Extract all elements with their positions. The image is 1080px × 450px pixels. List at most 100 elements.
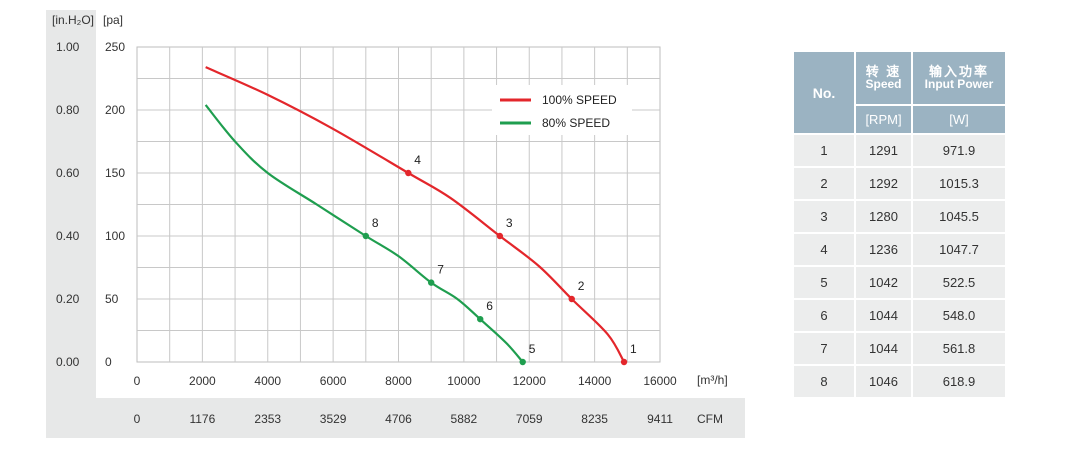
header-speed-zh: 转 速	[865, 64, 902, 79]
performance-table: No. 转 速 Speed 输入功率 Input Power [RPM] [W]…	[794, 52, 1005, 399]
y-tick-pa: 250	[105, 40, 125, 54]
table-row: 2 1292 1015.3	[794, 168, 1005, 201]
legend-label-100: 100% SPEED	[542, 93, 617, 107]
x-tick-cfm: 7059	[516, 412, 543, 426]
operating-point-3	[496, 232, 504, 240]
cell-rpm: 1044	[856, 300, 913, 333]
y-tick-inh2o: 0.80	[56, 103, 80, 117]
unit-inh2o-label: [in.H₂O]	[52, 13, 94, 27]
cell-no: 5	[794, 267, 856, 300]
operating-point-6	[477, 315, 484, 323]
x-tick-m3h: 10000	[447, 374, 481, 388]
header-speed-en: Speed	[865, 77, 902, 91]
cell-rpm: 1280	[856, 201, 913, 234]
y-tick-pa: 150	[105, 166, 125, 180]
operating-points: 1 2 3 4 5 6 7 8	[362, 153, 637, 366]
unit-m3h-label: [m³/h]	[697, 373, 728, 387]
x-tick-cfm: 8235	[581, 412, 608, 426]
cell-power: 1015.3	[913, 168, 1005, 201]
table-header-row: No. 转 速 Speed 输入功率 Input Power	[794, 52, 1005, 135]
x-tick-m3h: 16000	[643, 374, 677, 388]
cell-no: 7	[794, 333, 856, 366]
x-tick-m3h: 6000	[320, 374, 347, 388]
operating-point-1	[620, 358, 628, 366]
y-tick-inh2o: 1.00	[56, 40, 80, 54]
legend-label-80: 80% SPEED	[542, 116, 610, 130]
series-lines	[204, 66, 626, 363]
chart-legend: 100% SPEED 80% SPEED	[492, 85, 632, 135]
x-tick-m3h: 8000	[385, 374, 412, 388]
x-tick-m3h: 12000	[513, 374, 547, 388]
operating-point-5	[519, 358, 526, 366]
unit-cfm-label: CFM	[697, 412, 723, 426]
y-tick-inh2o: 0.60	[56, 166, 80, 180]
table-row: 8 1046 618.9	[794, 366, 1005, 399]
cell-rpm: 1291	[856, 135, 913, 168]
cell-power: 1047.7	[913, 234, 1005, 267]
cell-power: 561.8	[913, 333, 1005, 366]
x-tick-m3h: 0	[134, 374, 141, 388]
table-unit-row: [RPM] [W]	[794, 106, 1005, 135]
fan-curve-chart: 2502001501005001.000.800.600.400.200.00 …	[46, 10, 745, 438]
x-tick-m3h: 4000	[254, 374, 281, 388]
legend-box	[492, 85, 632, 135]
cell-power: 618.9	[913, 366, 1005, 399]
left-axis-panel	[46, 10, 96, 438]
x-tick-cfm: 3529	[320, 412, 347, 426]
cell-rpm: 1044	[856, 333, 913, 366]
operating-point-7	[427, 279, 435, 286]
bottom-axis-panel	[46, 398, 745, 438]
y-tick-pa: 0	[105, 355, 112, 369]
point-label-2: 2	[578, 279, 585, 293]
table-row: 3 1280 1045.5	[794, 201, 1005, 234]
point-label-4: 4	[414, 153, 421, 167]
cell-no: 3	[794, 201, 856, 234]
cell-no: 1	[794, 135, 856, 168]
cell-rpm: 1042	[856, 267, 913, 300]
x-tick-m3h: 2000	[189, 374, 216, 388]
x-tick-cfm: 2353	[254, 412, 281, 426]
unit-w: [W]	[913, 106, 1005, 135]
table-row: 5 1042 522.5	[794, 267, 1005, 300]
cell-power: 548.0	[913, 300, 1005, 333]
cell-no: 8	[794, 366, 856, 399]
cell-power: 1045.5	[913, 201, 1005, 234]
y-tick-pa: 50	[105, 292, 119, 306]
series-line-100-speed	[205, 66, 626, 363]
cell-rpm: 1046	[856, 366, 913, 399]
x-axis-ticks: 0 2000 4000 6000 8000 10000 12000 14000 16000	[134, 374, 677, 388]
point-label-1: 1	[630, 342, 637, 356]
cell-no: 4	[794, 234, 856, 267]
cell-rpm: 1292	[856, 168, 913, 201]
cell-power: 971.9	[913, 135, 1005, 168]
x-tick-cfm: 9411	[647, 412, 673, 426]
cell-power: 522.5	[913, 267, 1005, 300]
x-tick-cfm: 1176	[189, 412, 215, 426]
header-power-zh: 输入功率	[928, 64, 989, 79]
header-no: No.	[794, 52, 856, 135]
x-tick-cfm: 4706	[385, 412, 412, 426]
operating-point-8	[362, 232, 370, 240]
table-row: 1 1291 971.9	[794, 135, 1005, 168]
operating-point-2	[568, 295, 575, 303]
header-speed: 转 速 Speed	[856, 52, 913, 106]
y-tick-inh2o: 0.00	[56, 355, 80, 369]
cfm-axis-ticks: 0 1176 2353 3529 4706 5882 7059 8235 9411	[134, 412, 674, 426]
y-tick-inh2o: 0.40	[56, 229, 80, 243]
table-row: 6 1044 548.0	[794, 300, 1005, 333]
series-line-80-speed	[204, 104, 524, 363]
operating-point-4	[405, 169, 412, 177]
cell-no: 2	[794, 168, 856, 201]
point-label-7: 7	[437, 263, 444, 277]
cell-rpm: 1236	[856, 234, 913, 267]
unit-pa-label: [pa]	[103, 13, 123, 27]
y-tick-inh2o: 0.20	[56, 292, 80, 306]
cell-no: 6	[794, 300, 856, 333]
y-axis-ticks: 250 200 150 100 50 0 1.00 0.80 0.60 0.40 0.20 0.00	[56, 40, 125, 369]
x-tick-m3h: 14000	[578, 374, 612, 388]
x-tick-cfm: 5882	[451, 412, 478, 426]
point-label-8: 8	[372, 216, 379, 230]
y-tick-pa: 200	[105, 103, 125, 117]
point-label-5: 5	[529, 342, 536, 356]
unit-rpm: [RPM]	[856, 106, 913, 135]
